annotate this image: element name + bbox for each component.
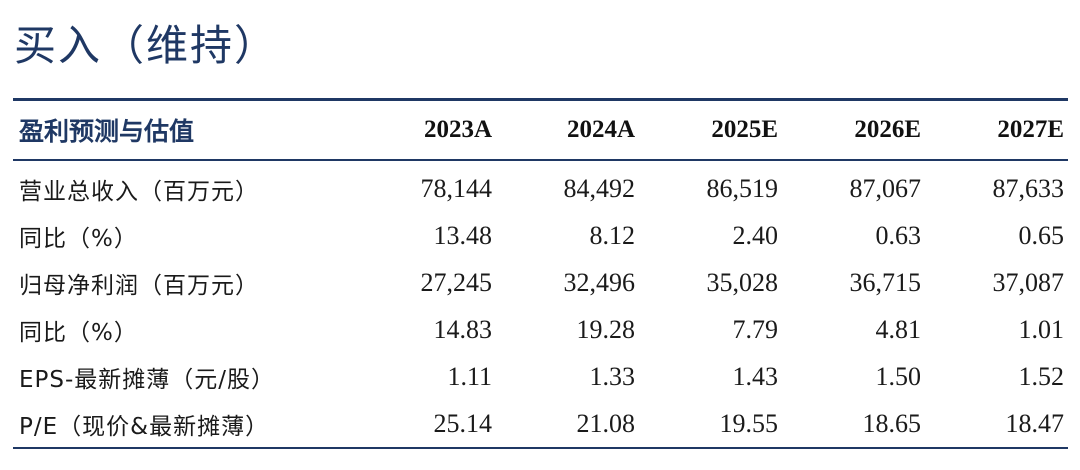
- cell-value: 1.50: [875, 361, 922, 391]
- cell-value: 87,633: [992, 173, 1065, 203]
- cell-value: 35,028: [706, 267, 779, 297]
- table-bottom-rule: [13, 447, 1068, 449]
- year-header: 2023A: [423, 116, 492, 143]
- table-row: P/E（现价&最新摊薄） 25.14 21.08 19.55 18.65 18.…: [13, 400, 1068, 447]
- row-label: 同比（%）: [19, 319, 138, 346]
- header-row: 盈利预测与估值 2023A 2024A 2025E 2026E 2027E: [13, 101, 1068, 159]
- row-label: 同比（%）: [19, 225, 138, 252]
- cell-value: 19.55: [719, 408, 779, 438]
- forecast-table-body: 营业总收入（百万元） 78,144 84,492 86,519 87,067 8…: [13, 161, 1068, 447]
- cell-value: 1.52: [1018, 361, 1065, 391]
- cell-value: 78,144: [420, 173, 493, 203]
- cell-value: 1.33: [589, 361, 636, 391]
- year-header: 2027E: [997, 116, 1064, 143]
- cell-value: 27,245: [420, 267, 493, 297]
- cell-value: 18.65: [862, 408, 922, 438]
- year-header: 2025E: [711, 116, 778, 143]
- table-header-rule: [13, 159, 1068, 161]
- table-row: 同比（%） 14.83 19.28 7.79 4.81 1.01: [13, 306, 1068, 353]
- row-label: EPS-最新摊薄（元/股）: [19, 366, 276, 393]
- table-row: 归母净利润（百万元） 27,245 32,496 35,028 36,715 3…: [13, 259, 1068, 306]
- table-row: 营业总收入（百万元） 78,144 84,492 86,519 87,067 8…: [13, 161, 1068, 212]
- forecast-table: 盈利预测与估值 2023A 2024A 2025E 2026E 2027E 营业…: [13, 98, 1068, 449]
- cell-value: 19.28: [576, 314, 636, 344]
- cell-value: 18.47: [1005, 408, 1065, 438]
- cell-value: 84,492: [563, 173, 636, 203]
- cell-value: 8.12: [589, 220, 636, 250]
- cell-value: 21.08: [576, 408, 636, 438]
- forecast-table-grid: 盈利预测与估值 2023A 2024A 2025E 2026E 2027E: [13, 101, 1068, 159]
- row-label: 归母净利润（百万元）: [19, 272, 259, 299]
- cell-value: 32,496: [563, 267, 636, 297]
- header-label: 盈利预测与估值: [19, 117, 195, 146]
- row-label: P/E（现价&最新摊薄）: [19, 413, 270, 440]
- rating-title: 买入（维持）: [14, 21, 279, 70]
- cell-value: 37,087: [992, 267, 1065, 297]
- cell-value: 2.40: [732, 220, 779, 250]
- year-header: 2026E: [854, 116, 921, 143]
- cell-value: 7.79: [732, 314, 779, 344]
- cell-value: 4.81: [875, 314, 922, 344]
- cell-value: 1.01: [1018, 314, 1065, 344]
- cell-value: 87,067: [849, 173, 922, 203]
- cell-value: 36,715: [849, 267, 922, 297]
- cell-value: 1.11: [447, 361, 492, 391]
- cell-value: 25.14: [433, 408, 493, 438]
- cell-value: 0.65: [1018, 220, 1065, 250]
- table-top-rule: [13, 98, 1068, 101]
- cell-value: 14.83: [433, 314, 493, 344]
- row-label: 营业总收入（百万元）: [19, 178, 259, 205]
- cell-value: 1.43: [732, 361, 779, 391]
- cell-value: 13.48: [433, 220, 493, 250]
- table-row: 同比（%） 13.48 8.12 2.40 0.63 0.65: [13, 212, 1068, 259]
- cell-value: 0.63: [875, 220, 922, 250]
- cell-value: 86,519: [706, 173, 779, 203]
- year-header: 2024A: [566, 116, 635, 143]
- table-row: EPS-最新摊薄（元/股） 1.11 1.33 1.43 1.50 1.52: [13, 353, 1068, 400]
